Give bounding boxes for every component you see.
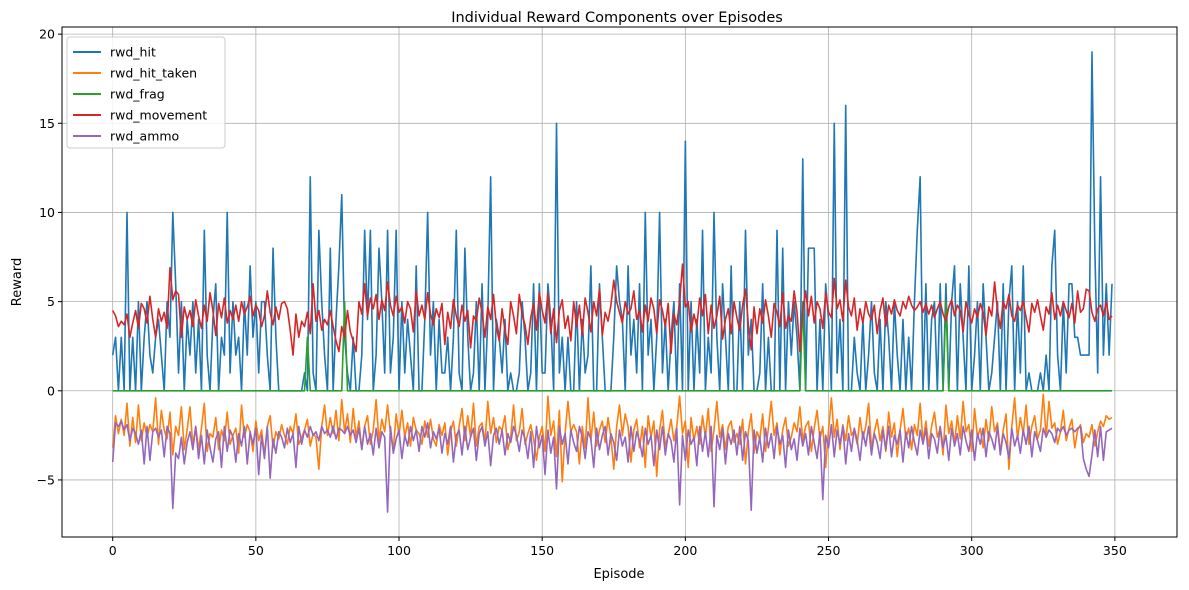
y-tick-label: 20 xyxy=(39,27,55,42)
y-tick-label: −5 xyxy=(37,472,55,487)
series-line-rwd-hit-taken xyxy=(111,393,1113,483)
x-tick-label: 300 xyxy=(960,543,984,558)
legend: rwd_hit rwd_hit_taken rwd_frag rwd_movement… xyxy=(66,36,226,149)
x-tick-label: 0 xyxy=(109,543,117,558)
plot-frame xyxy=(61,26,1178,538)
x-tick-label: 200 xyxy=(673,543,697,558)
legend-label-rwd-ammo: rwd_ammo xyxy=(110,129,179,144)
x-tick-label: 100 xyxy=(387,543,411,558)
legend-label-rwd-movement: rwd_movement xyxy=(110,108,207,123)
x-tick-label: 50 xyxy=(248,543,264,558)
x-tick-label: 350 xyxy=(1103,543,1127,558)
y-axis-label: Reward xyxy=(10,258,25,306)
x-axis-label: Episode xyxy=(593,567,644,582)
y-tick-label: 5 xyxy=(47,294,55,309)
y-tick-label: 0 xyxy=(47,383,55,398)
x-tick-label: 250 xyxy=(817,543,841,558)
series-line-rwd-movement xyxy=(111,263,1113,356)
series-line-rwd-ammo xyxy=(111,420,1113,513)
legend-label-rwd-hit: rwd_hit xyxy=(110,45,156,60)
chart-title: Individual Reward Components over Episod… xyxy=(451,10,783,26)
y-tick-label: 15 xyxy=(39,116,55,131)
series-line-rwd-frag xyxy=(112,300,1112,392)
y-axis: −5 0 5 10 15 20 xyxy=(37,27,62,487)
x-tick-label: 150 xyxy=(530,543,554,558)
legend-frame xyxy=(66,36,226,149)
legend-label-rwd-hit-taken: rwd_hit_taken xyxy=(110,66,197,81)
legend-label-rwd-frag: rwd_frag xyxy=(110,87,165,102)
series-layer xyxy=(111,51,1113,513)
x-axis: 0 50 100 150 200 250 300 350 xyxy=(109,537,1127,558)
y-tick-label: 10 xyxy=(39,205,55,220)
